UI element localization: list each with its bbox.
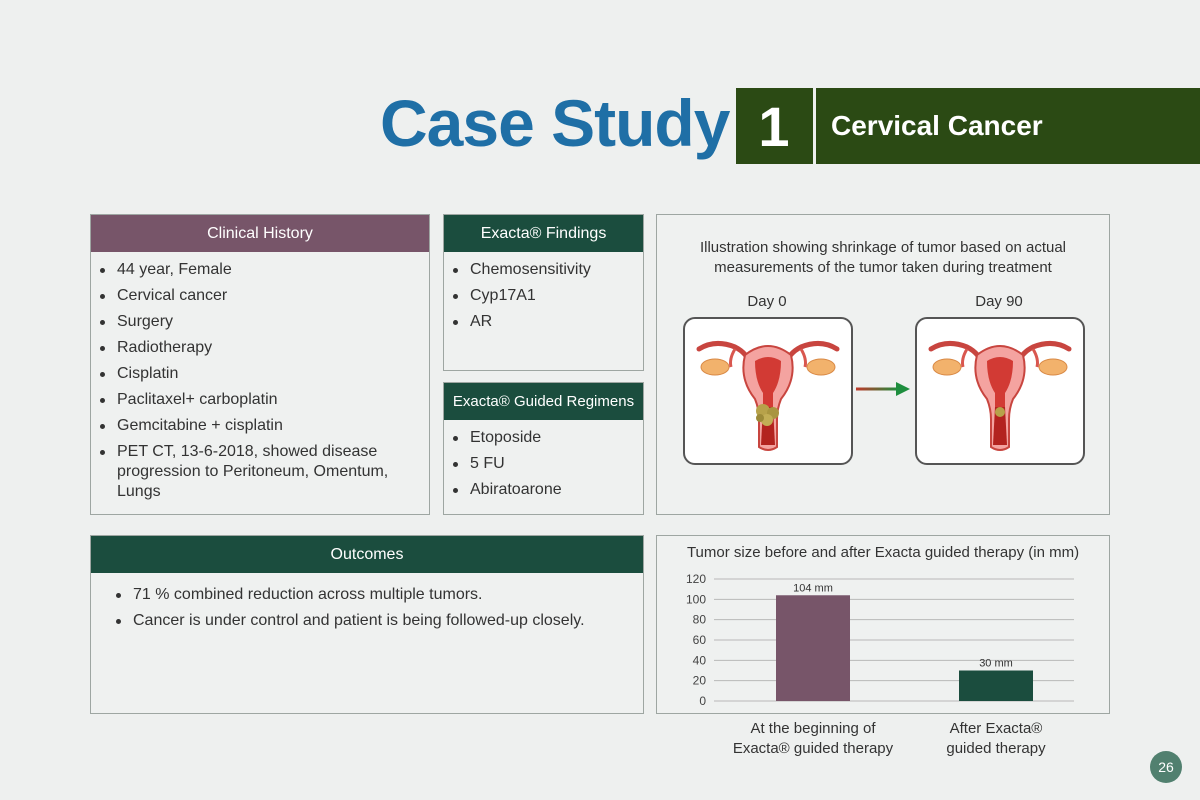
x-tick-label: At the beginning of [750,720,876,737]
page-title: Case Study [380,86,730,160]
list-item: Cancer is under control and patient is b… [116,611,633,631]
illustration-panel: Illustration showing shrinkage of tumor … [656,214,1110,515]
outcomes-panel: Outcomes 71 % combined reduction across … [90,535,644,714]
list-item: Abiratoarone [453,480,633,500]
case-title-banner: 1 Cervical Cancer [736,88,1200,164]
list-item: PET CT, 13-6-2018, showed disease progre… [100,442,419,502]
outcomes-list: 71 % combined reduction across multiple … [91,573,643,631]
tumor-size-chart: 0 20 40 60 80 100 120 104 mm At the beginning of… [686,572,1074,757]
day-end-label: Day 90 [975,293,1023,310]
arrow-right-icon [856,382,910,396]
x-tick-label: guided therapy [946,740,1046,757]
y-tick-label: 80 [693,613,707,627]
list-item: 71 % combined reduction across multiple … [116,585,633,605]
regimens-heading: Exacta® Guided Regimens [444,383,643,420]
y-tick-label: 120 [686,572,706,586]
findings-heading: Exacta® Findings [444,215,643,252]
y-tick-label: 100 [686,592,706,606]
regimens-panel: Exacta® Guided Regimens Etoposide 5 FU A… [443,382,644,515]
uterus-tumor-large-icon [696,341,840,451]
data-label: 104 mm [793,582,833,594]
x-tick-label: Exacta® guided therapy [733,740,894,757]
clinical-history-panel: Clinical History 44 year, Female Cervica… [90,214,430,515]
list-item: Cyp17A1 [453,286,633,306]
y-tick-label: 40 [693,653,707,667]
list-item: Cervical cancer [100,286,419,306]
y-tick-label: 20 [693,674,707,688]
list-item: Surgery [100,312,419,332]
x-tick-label: After Exacta® [950,720,1043,737]
data-label: 30 mm [979,658,1013,670]
list-item: 44 year, Female [100,260,419,280]
day-start-label: Day 0 [747,293,787,310]
day-start-image [683,317,853,465]
findings-list: Chemosensitivity Cyp17A1 AR [444,252,643,332]
list-item: Cisplatin [100,364,419,384]
banner-divider [813,88,816,164]
list-item: Etoposide [453,428,633,448]
bar [776,595,850,701]
list-item: Chemosensitivity [453,260,633,280]
clinical-history-list: 44 year, Female Cervical cancer Surgery … [91,252,429,502]
chart-title: Tumor size before and after Exacta guide… [686,544,1080,561]
case-number: 1 [758,94,790,158]
list-item: 5 FU [453,454,633,474]
list-item: Paclitaxel+ carboplatin [100,390,419,410]
outcomes-heading: Outcomes [91,536,643,573]
findings-panel: Exacta® Findings Chemosensitivity Cyp17A… [443,214,644,371]
chart-panel: Tumor size before and after Exacta guide… [656,535,1110,714]
day-end-image [915,317,1085,465]
page-number-badge: 26 [1150,751,1182,783]
clinical-history-heading: Clinical History [91,215,429,252]
bar [959,670,1033,701]
case-subtitle: Cervical Cancer [831,110,1043,141]
list-item: AR [453,312,633,332]
list-item: Radiotherapy [100,338,419,358]
list-item: Gemcitabine + cisplatin [100,416,419,436]
uterus-tumor-small-icon [928,341,1072,451]
y-tick-label: 0 [699,694,706,708]
illustration-caption: Illustration showing shrinkage of tumor … [699,239,1067,276]
y-tick-label: 60 [693,633,707,647]
regimens-list: Etoposide 5 FU Abiratoarone [444,420,643,500]
